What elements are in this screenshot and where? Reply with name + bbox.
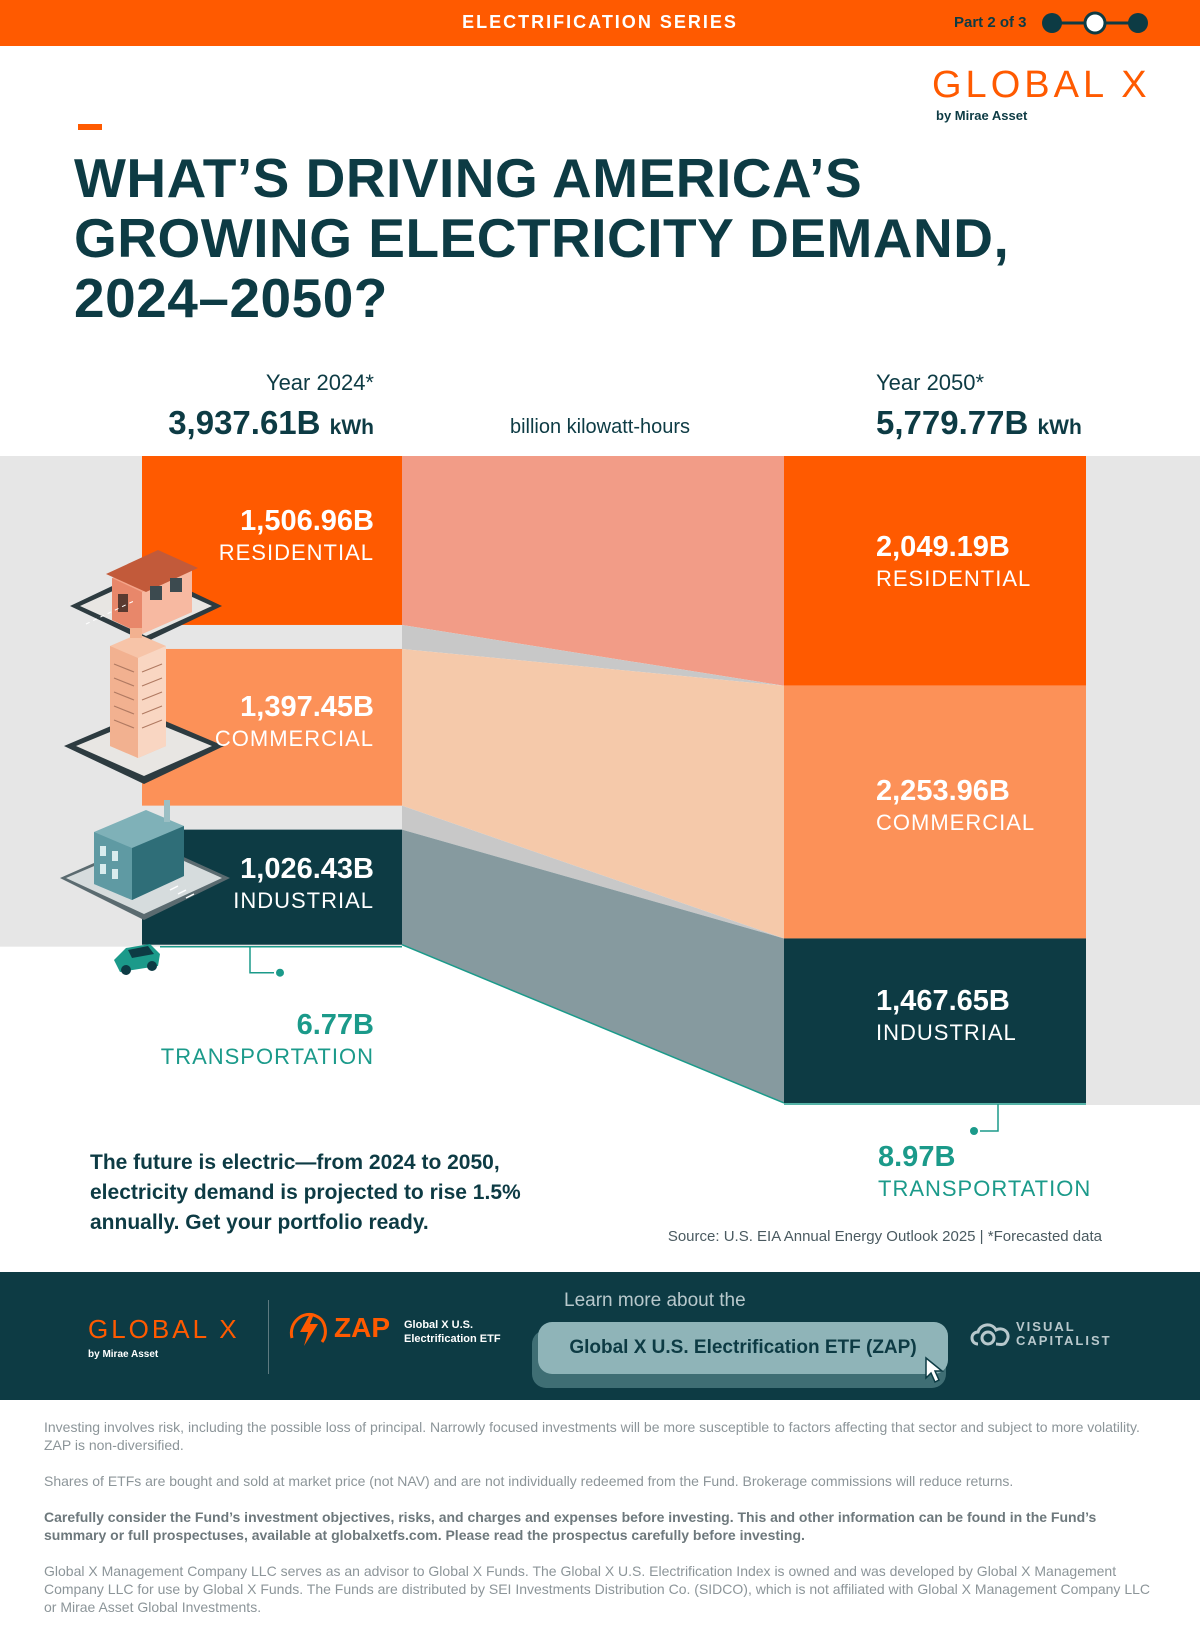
part-label: Part 2 of 3 <box>954 14 1027 31</box>
sankey-chart: 1,506.96B RESIDENTIAL 1,397.45B COMMERCI… <box>0 456 1200 1201</box>
disclaimer-prospectus: Carefully consider the Fund’s investment… <box>44 1509 1097 1543</box>
seg-2050-commercial-category: COMMERCIAL <box>876 810 1036 835</box>
seg-2024-residential: 1,506.96B RESIDENTIAL <box>74 504 374 568</box>
progress-steps-icon <box>1042 11 1148 35</box>
seg-2050-industrial-category: INDUSTRIAL <box>876 1020 1017 1045</box>
seg-2024-industrial-value: 1,026.43B <box>240 853 374 885</box>
flow-gap-1 <box>402 624 784 686</box>
disclaimer-etf-shares: Shares of ETFs are bought and sold at ma… <box>44 1473 1014 1489</box>
year-2050-label: Year 2050* <box>876 370 985 395</box>
seg-2024-transportation-value: 6.77B <box>296 1009 374 1041</box>
vc-text: VISUAL CAPITALIST <box>1016 1319 1112 1348</box>
top-banner: ELECTRIFICATION SERIES Part 2 of 3 <box>0 0 1200 46</box>
seg-2024-transportation-category: TRANSPORTATION <box>160 1044 374 1069</box>
seg-2024-industrial: 1,026.43B INDUSTRIAL <box>74 852 374 916</box>
right-background-band <box>1086 456 1200 1105</box>
seg-2050-transportation-value: 8.97B <box>878 1141 956 1173</box>
brand-name: GLOBAL X <box>932 64 1151 106</box>
seg-2050-industrial: 1,467.65B INDUSTRIAL <box>876 984 1116 1048</box>
footer-divider <box>268 1300 269 1374</box>
seg-2024-commercial-category: COMMERCIAL <box>214 726 374 751</box>
transport-2050-dot <box>970 1126 978 1135</box>
footer-logo-sub: by Mirae Asset <box>88 1349 159 1360</box>
transport-2050-leader <box>980 1103 999 1132</box>
seg-2050-commercial-value: 2,253.96B <box>876 775 1010 807</box>
flow-industrial <box>402 829 784 1103</box>
footer-logo-name: GLOBAL X <box>88 1314 240 1344</box>
year-2050-total: 5,779.77B kWh <box>876 404 1082 442</box>
seg-2024-commercial: 1,397.45B COMMERCIAL <box>74 690 374 754</box>
global-x-logo: GLOBAL X by Mirae Asset <box>932 64 1162 124</box>
footer-global-x-logo: GLOBAL X by Mirae Asset <box>88 1314 240 1360</box>
year-2024-total-value: 3,937.61B <box>168 404 321 441</box>
zap-bolt-icon <box>289 1313 327 1346</box>
year-2024-total: 3,937.61B kWh <box>168 404 374 442</box>
node-2050-commercial <box>784 685 1086 939</box>
seg-2050-transportation: 8.97B TRANSPORTATION <box>878 1140 1118 1204</box>
page-title: WHAT’S DRIVING AMERICA’S GROWING ELECTRI… <box>74 147 1010 329</box>
factory-icon <box>60 800 230 920</box>
house-icon <box>70 550 222 642</box>
flow-residential <box>402 456 784 686</box>
vc-cloud-icon <box>970 1323 1010 1346</box>
year-2024-label: Year 2024* <box>265 370 374 395</box>
disclaimer-risk: Investing involves risk, including the p… <box>44 1419 1140 1453</box>
seg-2024-residential-category: RESIDENTIAL <box>218 540 374 565</box>
learn-more-label: Learn more about the <box>564 1290 746 1311</box>
node-2050-residential <box>784 456 1086 686</box>
chart-unit-label: billion kilowatt-hours <box>509 416 691 438</box>
zap-etf-button[interactable]: Global X U.S. Electrification ETF (ZAP) <box>538 1322 948 1374</box>
zap-desc: Global X U.S. Electrification ETF <box>404 1319 501 1345</box>
footer-banner: GLOBAL X by Mirae Asset ZAP Global X U.S… <box>0 1272 1200 1400</box>
node-2024-commercial <box>142 648 402 806</box>
office-tower-icon <box>64 628 224 784</box>
seg-2024-transportation: 6.77B TRANSPORTATION <box>74 1008 374 1072</box>
series-label: ELECTRIFICATION SERIES <box>462 12 738 32</box>
disclaimer-advisor: Global X Management Company LLC serves a… <box>44 1563 1150 1615</box>
seg-2024-industrial-category: INDUSTRIAL <box>233 888 374 913</box>
sankey-svg <box>0 456 1200 1135</box>
seg-2050-residential: 2,049.19B RESIDENTIAL <box>876 530 1116 594</box>
visual-capitalist-logo: VISUAL CAPITALIST <box>970 1318 1120 1358</box>
seg-2024-commercial-value: 1,397.45B <box>240 691 374 723</box>
year-2024-unit: kWh <box>329 416 374 439</box>
title-accent <box>78 124 102 130</box>
cursor-icon <box>925 1356 945 1384</box>
source-note: Source: U.S. EIA Annual Energy Outlook 2… <box>667 1228 1102 1245</box>
seg-2050-transportation-category: TRANSPORTATION <box>878 1176 1092 1201</box>
seg-2050-residential-value: 2,049.19B <box>876 531 1010 563</box>
seg-2050-industrial-value: 1,467.65B <box>876 985 1010 1017</box>
transport-2024-leader <box>249 946 274 974</box>
seg-2050-commercial: 2,253.96B COMMERCIAL <box>876 774 1116 838</box>
key-message: The future is electric—from 2024 to 2050… <box>90 1151 521 1234</box>
car-icon <box>114 944 160 975</box>
brand-sub: by Mirae Asset <box>936 108 1028 123</box>
node-2050-industrial <box>784 938 1086 1103</box>
seg-2050-residential-category: RESIDENTIAL <box>876 566 1032 591</box>
zap-name: ZAP <box>334 1312 390 1343</box>
year-2050-total-value: 5,779.77B <box>876 404 1029 441</box>
seg-2024-residential-value: 1,506.96B <box>240 505 374 537</box>
flow-commercial <box>402 648 784 939</box>
flow-transportation <box>401 944 785 1104</box>
year-2050-unit: kWh <box>1037 416 1082 439</box>
zap-logo: ZAP Global X U.S. Electrification ETF <box>286 1306 536 1366</box>
transport-2024-dot <box>276 968 284 977</box>
